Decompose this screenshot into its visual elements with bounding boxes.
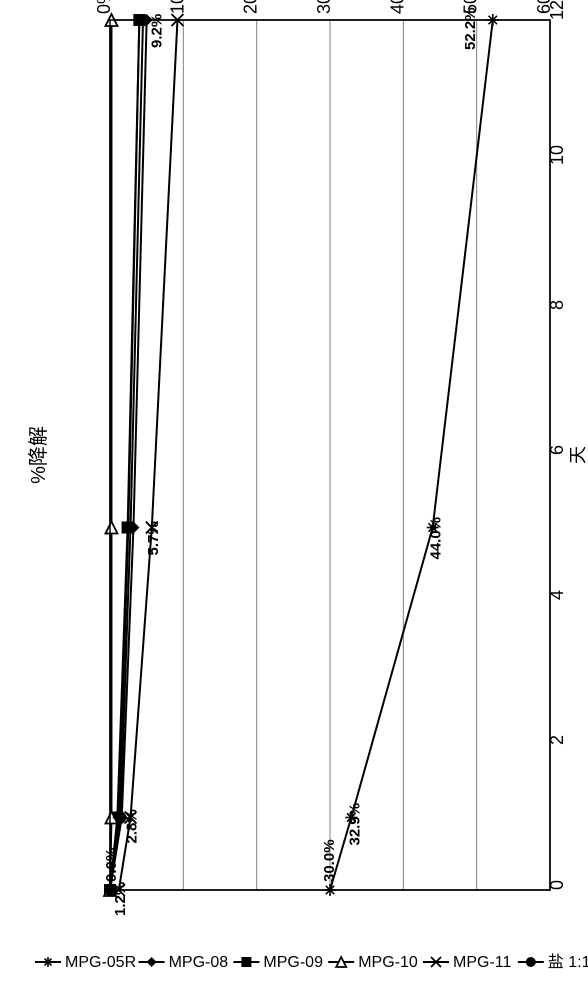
- y-tick-label: 40%: [387, 0, 407, 14]
- x-axis-title: 天: [568, 446, 588, 464]
- data-label: 9.2%: [148, 14, 165, 48]
- y-tick-label: 0%: [94, 0, 114, 14]
- legend-label: MPG-11: [453, 954, 511, 971]
- line-chart: 0%10%20%30%40%50%60%024681012%降解天52.2%44…: [0, 0, 588, 1000]
- x-tick-label: 12: [547, 0, 567, 20]
- asterisk-icon: [43, 957, 53, 967]
- triangle-icon: [336, 957, 346, 967]
- series-line: [119, 20, 178, 890]
- chart-container: 0%10%20%30%40%50%60%024681012%降解天52.2%44…: [0, 0, 588, 1000]
- legend-label: 盐 1:1: [548, 953, 588, 971]
- data-label: 32.9%: [346, 803, 363, 846]
- triangle-icon: [105, 522, 117, 534]
- series-line: [330, 20, 493, 890]
- data-label: 2.8%: [124, 809, 141, 843]
- legend-label: MPG-05R: [65, 954, 136, 971]
- data-label: 1.2%: [112, 882, 129, 916]
- series-line: [110, 20, 143, 890]
- data-label: 30.0%: [321, 839, 338, 882]
- y-tick-label: 10%: [167, 0, 187, 14]
- square-icon: [241, 957, 251, 967]
- legend-label: MPG-08: [169, 954, 229, 971]
- data-label: 5.7%: [145, 521, 162, 555]
- diamond-icon: [147, 957, 157, 967]
- data-label: 52.2%: [462, 7, 479, 50]
- y-tick-label: 30%: [314, 0, 334, 14]
- y-axis-title: %降解: [27, 426, 50, 484]
- data-label: 44.0%: [428, 517, 445, 560]
- circle-icon: [526, 957, 536, 967]
- legend-label: MPG-09: [263, 954, 323, 971]
- y-tick-label: 20%: [241, 0, 261, 14]
- legend-label: MPG-10: [358, 954, 418, 971]
- data-label: 0.0%: [103, 848, 120, 882]
